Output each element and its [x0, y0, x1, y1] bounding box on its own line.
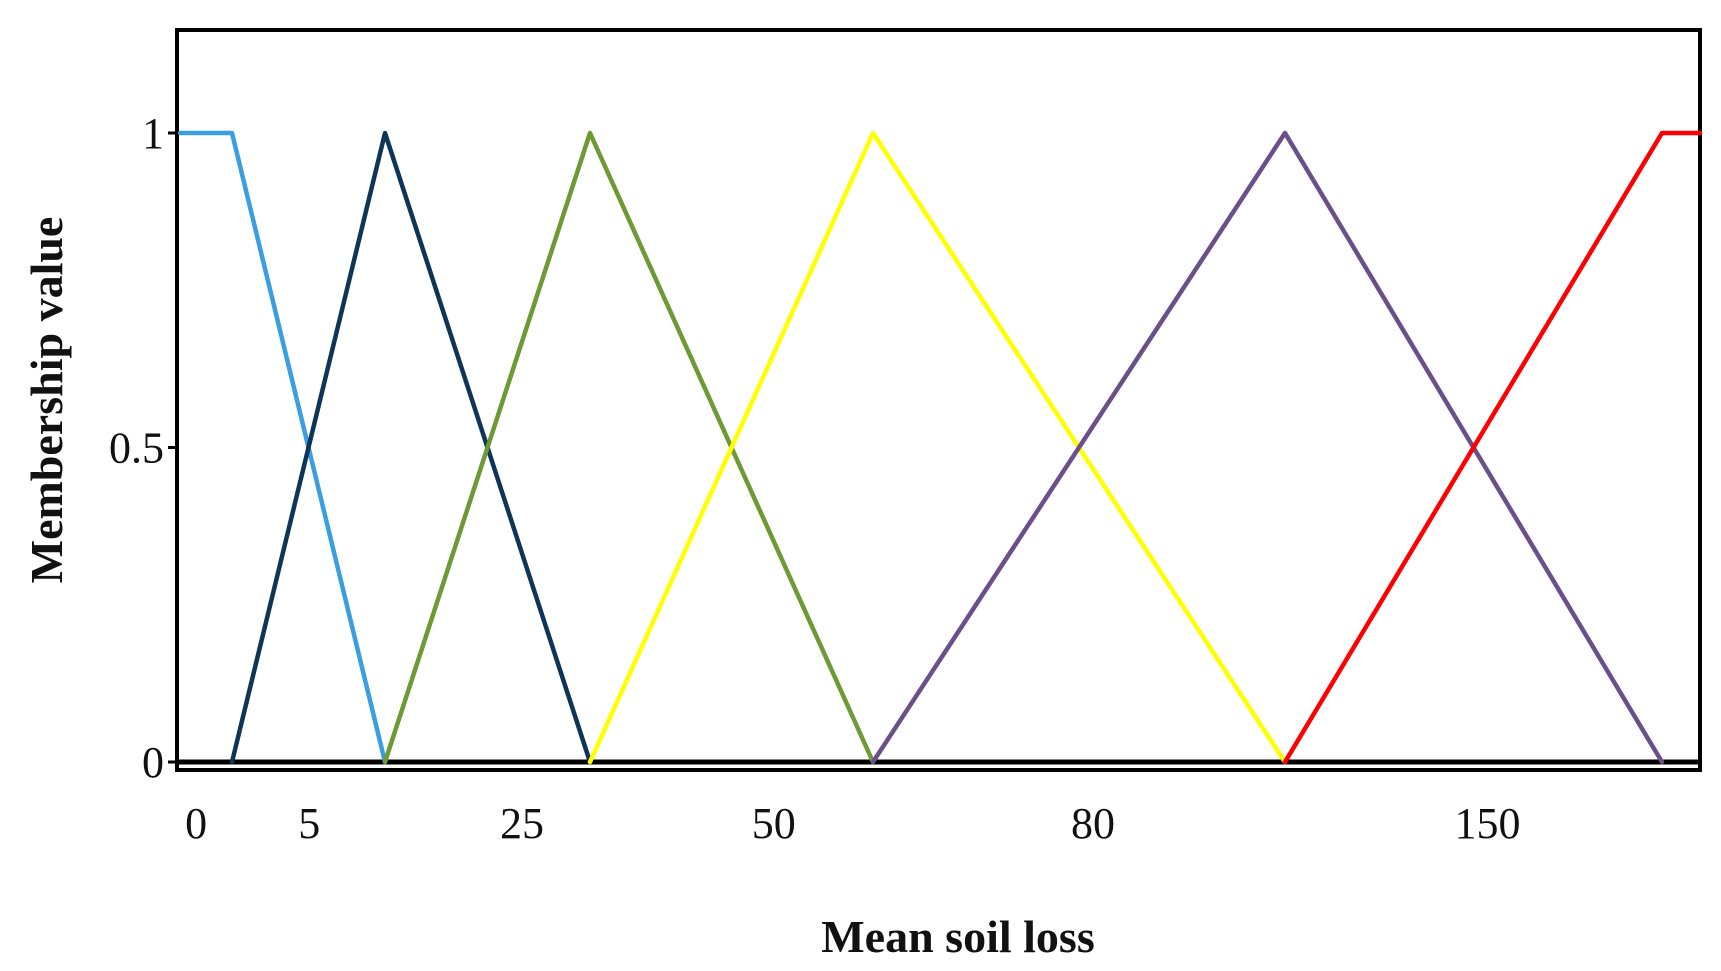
- series-line-1: [177, 130, 388, 765]
- x-tick-label-0: 0: [185, 799, 207, 848]
- series-line-3: [382, 130, 876, 765]
- x-tick-label-2: 25: [500, 799, 544, 848]
- x-tick-label-4: 80: [1071, 799, 1115, 848]
- y-tick-label-1: 0.5: [109, 424, 164, 473]
- series-line-6: [1282, 130, 1703, 765]
- series-line-2: [229, 130, 593, 765]
- y-tick-label-2: 1: [142, 109, 164, 158]
- y-tick-label-0: 0: [142, 738, 164, 787]
- series-line-4: [587, 130, 1288, 765]
- y-tick-layer: 00.51: [109, 109, 178, 787]
- series-line-5: [870, 130, 1665, 765]
- x-tick-label-1: 5: [298, 799, 320, 848]
- series-layer: [177, 130, 1703, 765]
- x-tick-label-3: 50: [752, 799, 796, 848]
- x-tick-label-5: 150: [1455, 799, 1521, 848]
- x-axis-title: Mean soil loss: [821, 911, 1094, 962]
- x-tick-layer: 0 5 25 50 80 150: [185, 799, 1520, 848]
- plot-frame: [175, 28, 1702, 772]
- y-axis-title: Membership value: [21, 217, 72, 584]
